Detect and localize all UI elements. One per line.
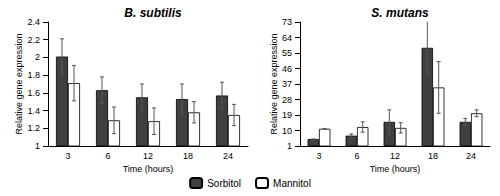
svg-text:1: 1: [35, 141, 40, 151]
svg-text:19: 19: [282, 110, 292, 120]
svg-text:12: 12: [390, 151, 400, 161]
svg-text:64: 64: [282, 33, 292, 43]
svg-text:B. subtilis: B. subtilis: [124, 6, 182, 20]
svg-text:S. mutans: S. mutans: [371, 6, 429, 20]
svg-text:1: 1: [287, 141, 292, 151]
svg-text:18: 18: [428, 151, 438, 161]
svg-text:24: 24: [223, 151, 233, 161]
svg-text:18: 18: [183, 151, 193, 161]
svg-text:28: 28: [282, 95, 292, 105]
svg-text:1.8: 1.8: [27, 70, 40, 80]
svg-text:2.4: 2.4: [27, 17, 40, 27]
svg-text:12: 12: [143, 151, 153, 161]
svg-text:Time (hours): Time (hours): [123, 164, 174, 174]
svg-text:6: 6: [354, 151, 359, 161]
svg-text:2.2: 2.2: [27, 35, 40, 45]
svg-text:1.2: 1.2: [27, 123, 40, 133]
svg-text:46: 46: [282, 64, 292, 74]
svg-text:Time (hours): Time (hours): [370, 164, 421, 174]
svg-text:24: 24: [466, 151, 476, 161]
svg-text:2: 2: [35, 52, 40, 62]
svg-text:55: 55: [282, 48, 292, 58]
svg-text:3: 3: [316, 151, 321, 161]
svg-text:Relative gene expression: Relative gene expression: [269, 33, 279, 134]
svg-text:6: 6: [105, 151, 110, 161]
svg-text:73: 73: [282, 17, 292, 27]
svg-text:37: 37: [282, 79, 292, 89]
svg-text:Relative gene expression: Relative gene expression: [14, 33, 24, 134]
svg-text:3: 3: [65, 151, 70, 161]
svg-text:1.6: 1.6: [27, 88, 40, 98]
svg-text:Sorbitol: Sorbitol: [207, 178, 241, 189]
svg-text:10: 10: [282, 126, 292, 136]
svg-text:Mannitol: Mannitol: [273, 178, 311, 189]
svg-text:1.4: 1.4: [27, 106, 40, 116]
